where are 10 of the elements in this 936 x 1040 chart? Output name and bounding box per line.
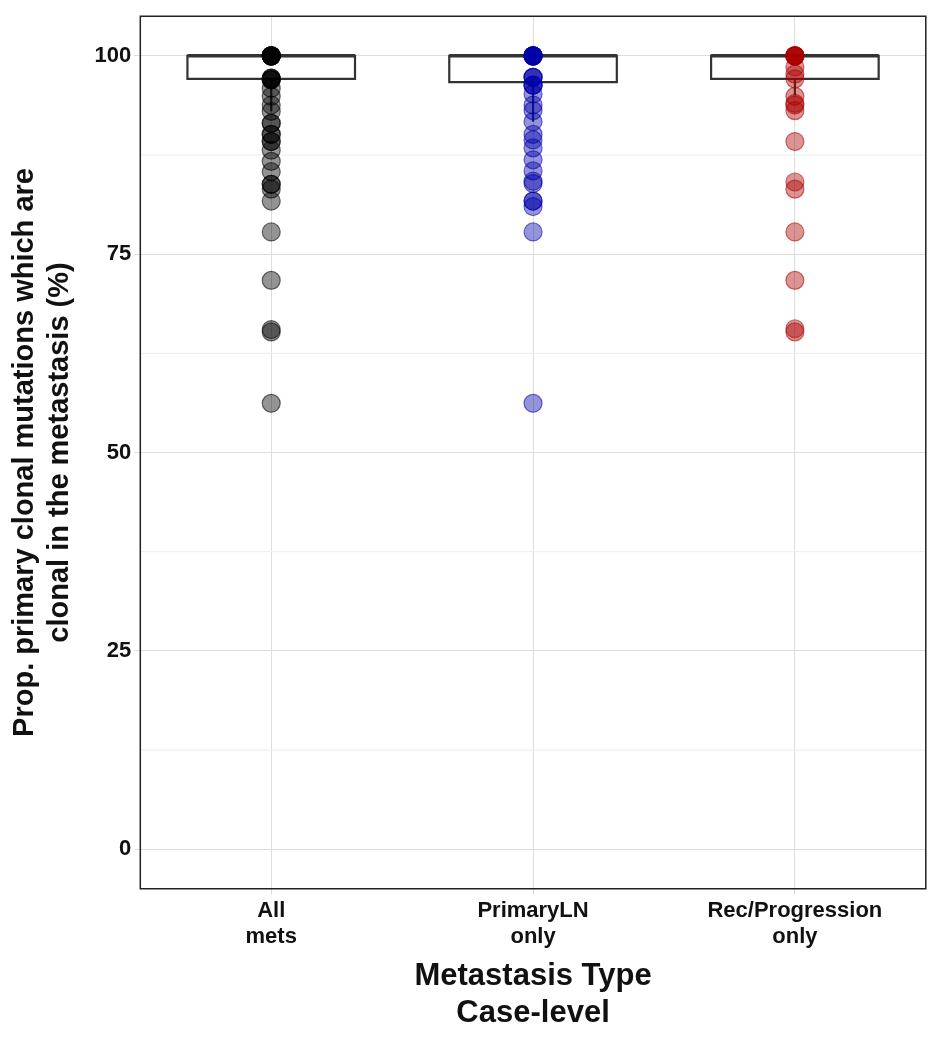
- x-tick-label: PrimaryLN only: [477, 897, 589, 949]
- y-tick-label: 50: [106, 438, 132, 464]
- x-axis-title: Metastasis Type Case-level: [414, 956, 652, 1029]
- y-tick-label: 0: [119, 835, 132, 861]
- y-tick-label: 25: [106, 636, 132, 662]
- y-tick-label: 100: [94, 41, 132, 67]
- x-tick-label: All mets: [245, 897, 297, 949]
- y-tick-label: 75: [106, 240, 132, 266]
- y-axis-title: Prop. primary clonal mutations which are clonal in the metastasis (%): [7, 168, 75, 737]
- x-tick-label: Rec/Progression only: [707, 897, 883, 949]
